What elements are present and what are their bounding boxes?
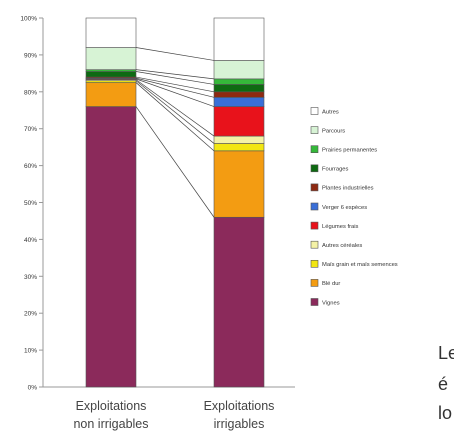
cut-off-text-line-2: é bbox=[438, 374, 449, 394]
legend-swatch-autres-cereales bbox=[310, 240, 319, 249]
y-tick-label: 100% bbox=[20, 16, 37, 23]
legend-label-vignes: Vignes bbox=[322, 300, 340, 306]
bar-segment-verger-6-especes-2 bbox=[213, 97, 265, 107]
y-tick-label: 50% bbox=[24, 200, 37, 207]
bar-segment-autres-1 bbox=[85, 17, 137, 48]
legend-label-ble-dur: Blé dur bbox=[322, 281, 340, 287]
bar-segment-parcours-1 bbox=[85, 47, 137, 70]
bar-segment-vignes-2 bbox=[213, 216, 265, 388]
bar-segment-mais-grain-et-mais-semences-2 bbox=[213, 143, 265, 152]
bar-segment-vignes-1 bbox=[85, 106, 137, 388]
segment-connector-line bbox=[135, 79, 215, 137]
legend-swatch-verger-6-especes bbox=[310, 202, 319, 211]
segment-connector-line bbox=[135, 71, 215, 85]
legend-swatch-prairies-permanentes bbox=[310, 145, 319, 153]
cut-off-text-line-1: Le bbox=[438, 343, 454, 363]
segment-connector-line bbox=[135, 106, 215, 218]
segment-connector-line bbox=[135, 47, 215, 61]
legend-label-verger-6-especes: Verger 6 espèces bbox=[322, 205, 367, 211]
bar-segment-fourrages-2 bbox=[213, 84, 265, 93]
x-category-label: irrigables bbox=[214, 417, 265, 431]
legend-swatch-autres bbox=[310, 107, 319, 115]
legend-swatch-parcours bbox=[310, 126, 319, 134]
legend-label-plantes-industrielles: Plantes industrielles bbox=[322, 186, 374, 192]
y-tick-label: 20% bbox=[24, 311, 37, 318]
bar-segment-prairies-permanentes-2 bbox=[213, 78, 265, 85]
segment-connector-line bbox=[135, 78, 215, 107]
legend-swatch-plantes-industrielles bbox=[310, 183, 319, 192]
legend-swatch-mais-grain-et-mais-semences bbox=[310, 259, 319, 268]
y-tick-label: 10% bbox=[24, 348, 37, 355]
y-tick-label: 0% bbox=[28, 385, 38, 392]
x-category-label: Exploitations bbox=[76, 399, 147, 413]
bar-segment-autres-2 bbox=[213, 17, 265, 61]
legend-label-legumes-frais: Légumes frais bbox=[322, 224, 359, 230]
y-tick-label: 90% bbox=[24, 52, 37, 59]
legend-label-fourrages: Fourrages bbox=[322, 167, 349, 173]
y-tick-label: 40% bbox=[24, 237, 37, 244]
legend-label-autres: Autres bbox=[322, 109, 339, 115]
x-category-label: Exploitations bbox=[204, 399, 275, 413]
legend-swatch-legumes-frais bbox=[310, 221, 319, 230]
x-category-label: non irrigables bbox=[73, 417, 148, 431]
bar-segment-autres-cereales-2 bbox=[213, 135, 265, 144]
legend-label-prairies-permanentes: Prairies permanentes bbox=[322, 148, 377, 154]
y-tick-label: 60% bbox=[24, 163, 37, 170]
y-tick-label: 80% bbox=[24, 89, 37, 96]
legend-swatch-ble-dur bbox=[310, 279, 319, 287]
segment-connector-line bbox=[135, 82, 215, 152]
bar-segment-plantes-industrielles-2 bbox=[213, 91, 265, 98]
legend-swatch-fourrages bbox=[310, 164, 319, 173]
segment-connector-line bbox=[135, 77, 215, 98]
legend-label-mais-grain-et-mais-semences: Maïs grain et maïs semences bbox=[322, 262, 398, 268]
cut-off-text-line-3: lo bbox=[438, 403, 453, 423]
bar-segment-ble-dur-2 bbox=[213, 150, 265, 218]
legend-label-autres-cereales: Autres céréales bbox=[322, 243, 362, 249]
bar-segment-parcours-2 bbox=[213, 60, 265, 80]
bar-segment-legumes-frais-2 bbox=[213, 106, 265, 137]
bar-segment-ble-dur-1 bbox=[85, 82, 137, 107]
legend-swatch-vignes bbox=[310, 298, 319, 306]
y-tick-label: 70% bbox=[24, 126, 37, 133]
bar-segment-fourrages-1 bbox=[85, 71, 137, 78]
legend-label-parcours: Parcours bbox=[322, 128, 345, 134]
segment-connector-line bbox=[135, 69, 215, 80]
segment-connector-line bbox=[135, 80, 215, 144]
segment-connector-line bbox=[135, 76, 215, 93]
y-tick-label: 30% bbox=[24, 274, 37, 281]
